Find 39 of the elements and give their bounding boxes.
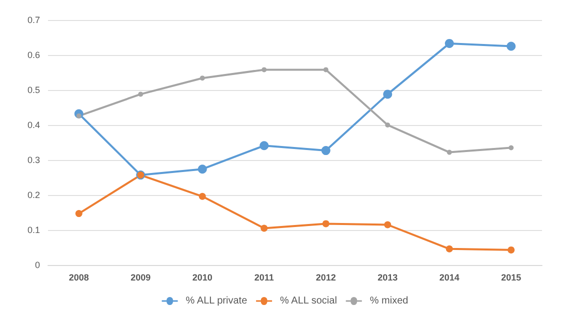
x-tick-label: 2009 <box>130 272 151 282</box>
point <box>384 221 392 228</box>
y-tick-label: 0.2 <box>27 190 40 200</box>
y-tick-label: 0.7 <box>27 15 40 25</box>
x-tick-label: 2015 <box>501 272 522 282</box>
legend-label: % ALL private <box>186 296 248 306</box>
point <box>446 245 453 252</box>
x-tick-label: 2010 <box>192 272 212 282</box>
y-tick-label: 0.4 <box>27 120 40 130</box>
point <box>506 42 516 51</box>
point <box>508 145 514 150</box>
y-tick-label: 0.3 <box>27 155 40 165</box>
point <box>383 90 392 99</box>
point <box>75 210 82 218</box>
y-tick-label: 0.6 <box>27 50 40 60</box>
point <box>508 246 515 254</box>
legend-label: % ALL social <box>280 296 337 306</box>
y-tick-label: 0.1 <box>27 225 40 235</box>
point <box>198 164 207 174</box>
legend-label: % mixed <box>370 296 408 306</box>
x-tick-label: 2012 <box>316 272 336 282</box>
point <box>444 38 454 48</box>
y-tick-label: 0 <box>34 260 40 270</box>
point <box>323 67 328 72</box>
point <box>200 76 205 81</box>
point <box>321 146 330 156</box>
x-tick-label: 2011 <box>254 272 274 282</box>
x-tick-label: 2013 <box>378 272 398 282</box>
point <box>385 122 390 128</box>
y-tick-label: 0.5 <box>27 85 40 95</box>
point <box>446 150 452 155</box>
point <box>260 141 269 150</box>
point <box>260 224 268 232</box>
point <box>198 192 206 200</box>
x-tick-label: 2008 <box>68 272 89 282</box>
point <box>322 220 330 228</box>
x-tick-label: 2014 <box>439 272 460 282</box>
point <box>262 67 267 72</box>
point <box>138 92 144 97</box>
